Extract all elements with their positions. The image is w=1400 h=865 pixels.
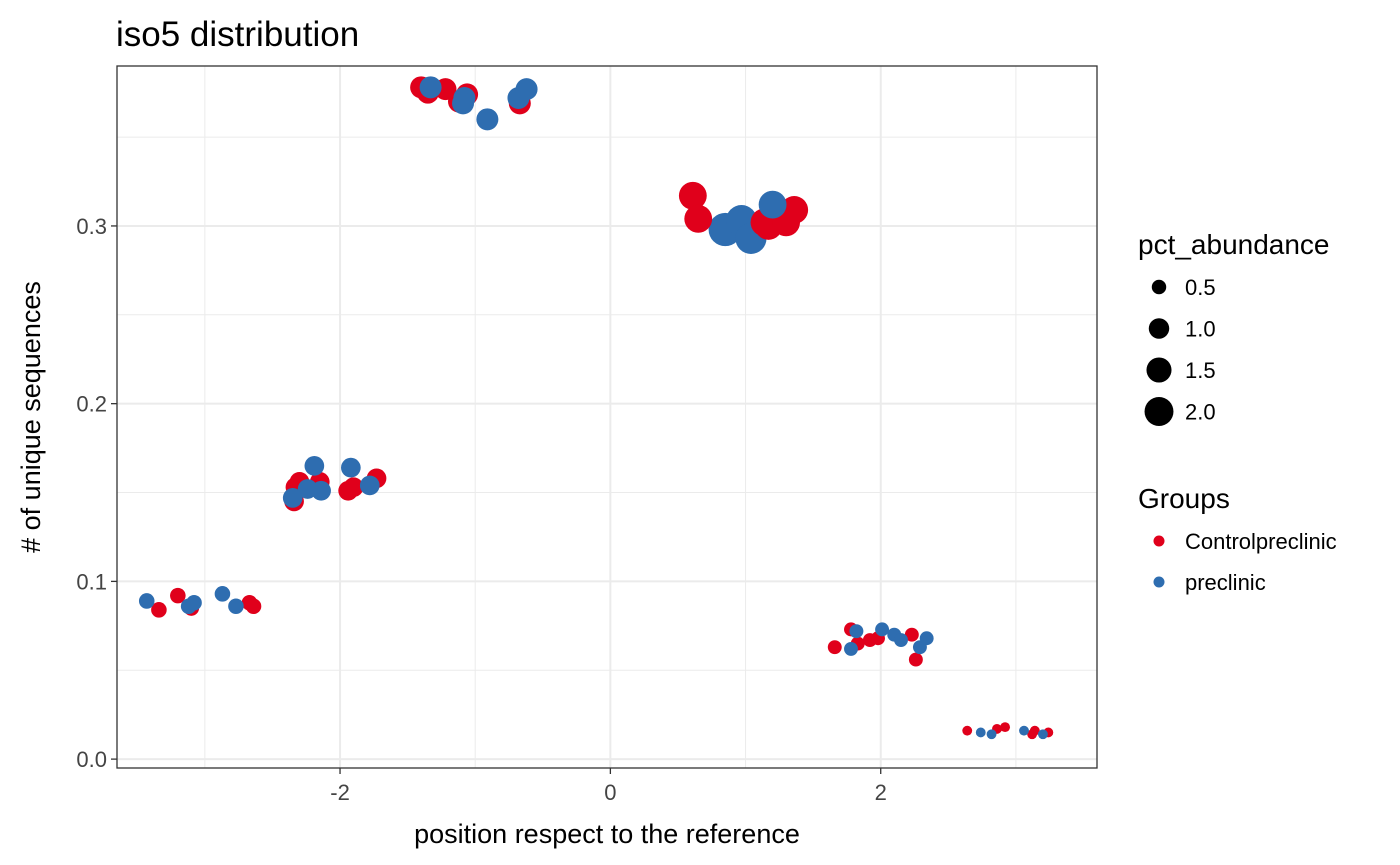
point-preclinic <box>304 456 325 476</box>
point-controlpreclinic <box>908 652 923 667</box>
y-axis-title: # of unique sequences <box>16 281 46 553</box>
point-preclinic <box>138 593 155 609</box>
size-legend-title: pct_abundance <box>1138 229 1330 260</box>
point-controlpreclinic <box>170 587 186 604</box>
point-preclinic <box>875 622 890 637</box>
size-legend-label: 1.5 <box>1185 358 1216 383</box>
point-controlpreclinic <box>904 627 919 642</box>
point-preclinic <box>849 624 864 639</box>
color-legend-label: preclinic <box>1185 570 1266 595</box>
grid-minor <box>117 66 1097 768</box>
point-controlpreclinic <box>962 725 973 736</box>
point-preclinic <box>311 480 331 501</box>
point-preclinic <box>844 641 858 656</box>
point-controlpreclinic <box>684 204 713 233</box>
y-axis: 0.0 0.1 0.2 0.3 <box>76 214 117 772</box>
y-tick-label: 0.2 <box>76 392 107 417</box>
point-controlpreclinic <box>1000 722 1011 733</box>
color-legend-title: Groups <box>1138 483 1230 514</box>
chart-title: iso5 distribution <box>116 15 359 54</box>
point-controlpreclinic <box>678 181 707 210</box>
point-preclinic <box>476 108 499 131</box>
size-legend-label: 1.0 <box>1185 317 1216 342</box>
y-tick-label: 0.1 <box>76 569 107 594</box>
point-preclinic <box>359 475 380 496</box>
point-preclinic <box>282 488 303 508</box>
point-preclinic <box>228 598 244 615</box>
color-legend-key <box>1153 576 1165 588</box>
point-controlpreclinic <box>343 477 364 498</box>
point-preclinic <box>419 76 442 99</box>
size-legend-key <box>1144 397 1174 426</box>
size-legend-key <box>1148 318 1170 339</box>
x-tick-label: 0 <box>604 780 616 805</box>
x-tick-label: 2 <box>875 780 887 805</box>
size-legend-label: 2.0 <box>1185 400 1216 425</box>
size-legend: pct_abundance 0.5 1.0 1.5 2.0 <box>1138 229 1330 426</box>
panel-border <box>116 65 1098 769</box>
x-axis-title: position respect to the reference <box>414 819 800 849</box>
point-preclinic <box>341 457 361 478</box>
grid-major <box>117 66 1097 768</box>
point-preclinic <box>919 631 934 646</box>
point-preclinic <box>515 78 538 101</box>
data-points <box>138 76 1054 740</box>
point-preclinic <box>1038 729 1048 740</box>
x-tick-label: -2 <box>330 780 350 805</box>
point-controlpreclinic <box>151 602 167 618</box>
point-preclinic <box>1019 725 1029 736</box>
color-legend-key <box>1153 535 1165 547</box>
color-legend: Groups Controlpreclinic preclinic <box>1138 483 1337 595</box>
panel-background <box>117 66 1097 768</box>
point-preclinic <box>975 727 986 738</box>
size-legend-key <box>1146 357 1172 383</box>
y-tick-label: 0.3 <box>76 214 107 239</box>
y-tick-label: 0.0 <box>76 747 107 772</box>
plot-panel <box>116 65 1098 769</box>
point-preclinic <box>186 594 202 611</box>
size-legend-key <box>1151 279 1167 295</box>
size-legend-label: 0.5 <box>1185 275 1216 300</box>
point-preclinic <box>894 633 908 647</box>
point-controlpreclinic <box>780 196 809 224</box>
point-preclinic <box>214 586 231 602</box>
point-controlpreclinic <box>245 598 262 615</box>
color-legend-label: Controlpreclinic <box>1185 529 1337 554</box>
point-preclinic <box>986 729 997 740</box>
x-axis: -2 0 2 <box>330 768 887 805</box>
point-preclinic <box>758 190 787 219</box>
point-preclinic <box>452 92 475 115</box>
point-controlpreclinic <box>827 640 842 655</box>
point-controlpreclinic <box>1029 725 1040 736</box>
